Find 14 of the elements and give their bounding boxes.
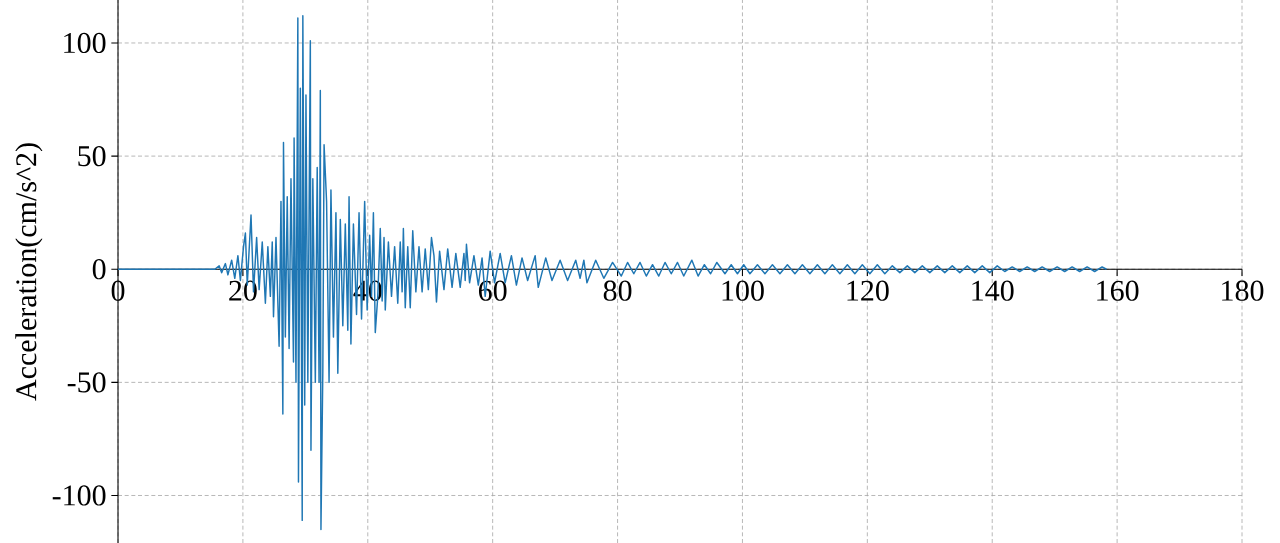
y-tick-label: -100	[52, 485, 106, 506]
y-tick-label: 100	[64, 32, 106, 54]
x-tick-label: 180	[1222, 280, 1264, 301]
y-tick-label: 50	[78, 145, 106, 167]
y-tick-label: 0	[92, 259, 106, 280]
x-tick-label: 80	[603, 280, 632, 301]
x-tick-label: 160	[1097, 280, 1139, 301]
x-tick-label: 0	[111, 280, 125, 301]
x-tick-label: 100	[722, 280, 764, 301]
y-axis-title: Acceleration(cm/s^2)	[15, 143, 43, 401]
x-tick-label: 140	[972, 280, 1014, 301]
y-tick-label: -50	[67, 372, 106, 393]
x-tick-label: 120	[847, 280, 889, 301]
x-tick-label: 20	[229, 280, 257, 301]
